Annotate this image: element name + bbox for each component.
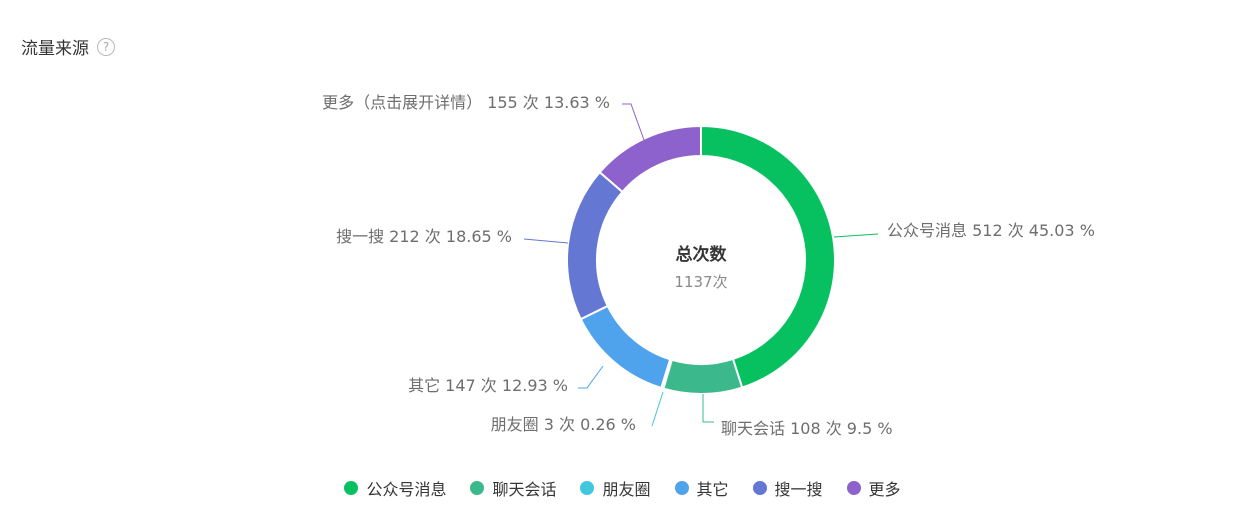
traffic-source-donut-chart: 公众号消息 512 次 45.03 % 聊天会话 108 次 9.5 % 朋友圈 3… — [322, 93, 1095, 438]
legend-dot — [752, 481, 767, 495]
donut-slice-0[interactable] — [700, 124, 836, 389]
leader-line-5 — [622, 103, 645, 141]
legend-item-2[interactable]: 朋友圈 — [580, 476, 651, 500]
slice-label-1: 聊天会话 108 次 9.5 % — [721, 419, 893, 438]
donut-slice-3[interactable] — [579, 304, 672, 390]
slice-label-0: 公众号消息 512 次 45.03 % — [887, 221, 1095, 240]
slice-label-2: 朋友圈 3 次 0.26 % — [491, 415, 636, 434]
section-header: 流量来源 ? — [21, 34, 115, 59]
leader-line-0 — [833, 233, 879, 238]
legend-dot — [344, 481, 359, 495]
leader-line-1 — [702, 394, 714, 423]
leader-line-4 — [523, 238, 569, 244]
leader-line-3 — [578, 365, 604, 389]
legend-label: 公众号消息 — [366, 480, 447, 499]
legend-dot — [470, 481, 485, 495]
legend-dot — [846, 481, 861, 495]
legend-item-4[interactable]: 搜一搜 — [752, 476, 823, 500]
legend-label: 朋友圈 — [602, 480, 651, 499]
legend-dot — [580, 481, 595, 495]
legend-dot — [674, 481, 689, 495]
slice-label-3: 其它 147 次 12.93 % — [408, 376, 568, 395]
donut-slice-5[interactable] — [598, 124, 702, 194]
help-icon[interactable]: ? — [97, 37, 115, 56]
legend-label: 搜一搜 — [774, 480, 823, 499]
slice-label-5[interactable]: 更多（点击展开详情） 155 次 13.63 % — [322, 93, 610, 112]
legend-item-1[interactable]: 聊天会话 — [470, 476, 556, 500]
legend-label: 更多 — [868, 480, 901, 499]
donut-slice-4[interactable] — [566, 170, 624, 321]
legend-item-3[interactable]: 其它 — [674, 476, 729, 500]
legend-label: 聊天会话 — [492, 480, 557, 499]
legend-label: 其它 — [696, 480, 729, 499]
center-value: 1137次 — [674, 273, 727, 291]
legend-item-5[interactable]: 更多 — [846, 476, 901, 500]
slice-label-4: 搜一搜 212 次 18.65 % — [336, 227, 512, 246]
page-title: 流量来源 — [21, 39, 89, 59]
leader-line-2 — [651, 391, 664, 427]
chart-legend: 公众号消息 聊天会话 朋友圈 其它 搜一搜 更多 — [0, 476, 1245, 500]
donut-slice-1[interactable] — [662, 357, 744, 395]
legend-item-0[interactable]: 公众号消息 — [344, 476, 446, 500]
center-title: 总次数 — [676, 244, 728, 265]
